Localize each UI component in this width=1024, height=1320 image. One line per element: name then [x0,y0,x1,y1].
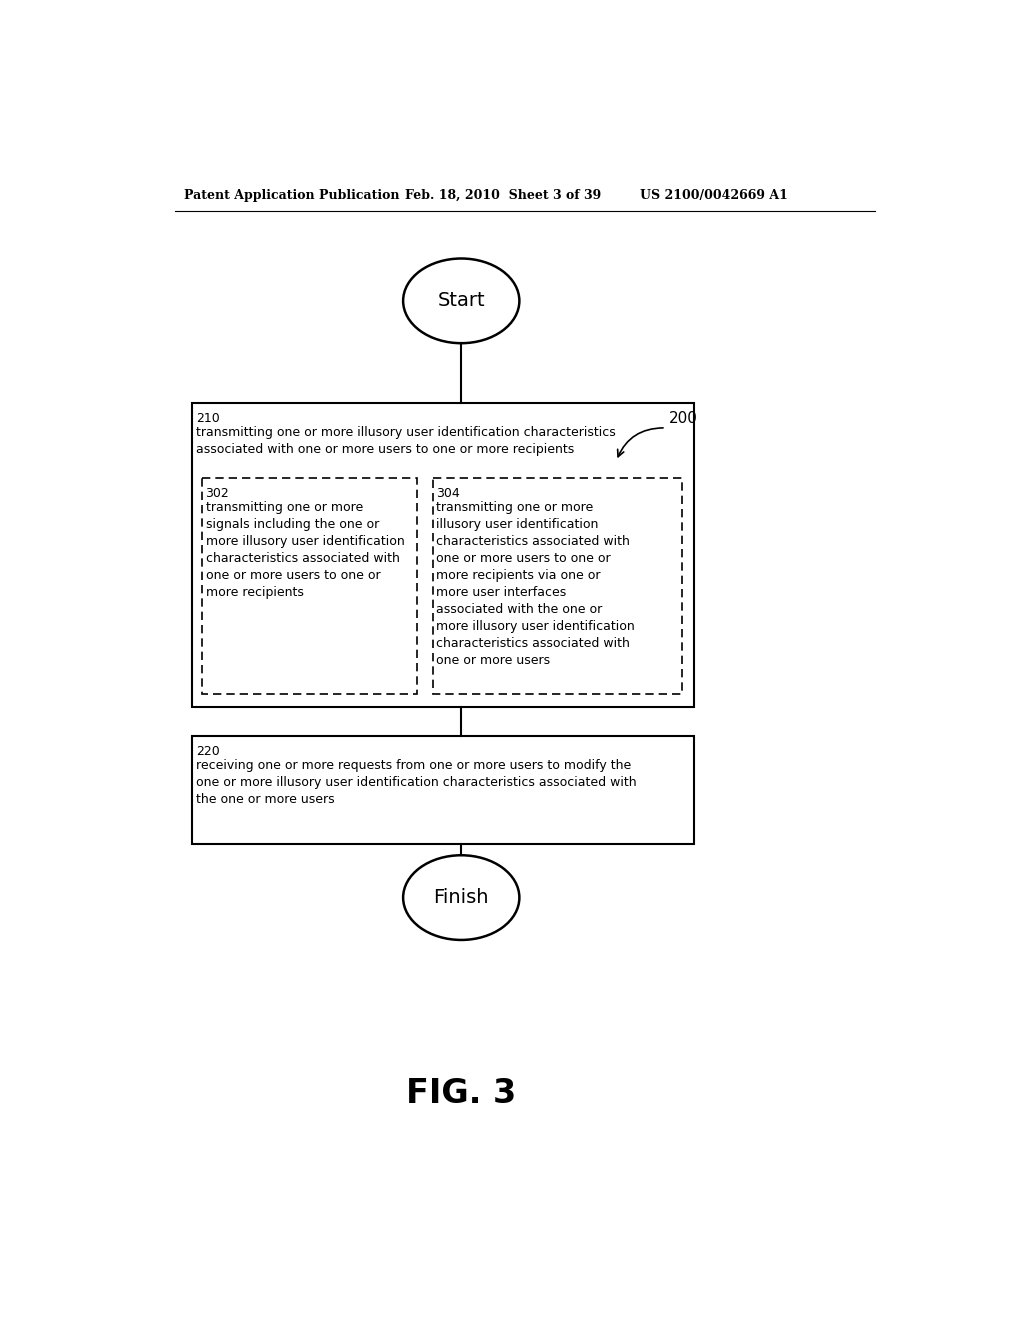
FancyArrowPatch shape [617,428,664,457]
Text: US 2100/0042669 A1: US 2100/0042669 A1 [640,189,787,202]
Text: Finish: Finish [433,888,489,907]
Text: 220: 220 [197,744,220,758]
Text: Patent Application Publication: Patent Application Publication [183,189,399,202]
Bar [191,737,693,843]
Text: 304: 304 [436,487,460,500]
Text: receiving one or more requests from one or more users to modify the
one or more : receiving one or more requests from one … [197,759,637,807]
Text: transmitting one or more illusory user identification characteristics
associated: transmitting one or more illusory user i… [197,426,616,457]
Text: transmitting one or more
signals including the one or
more illusory user identif: transmitting one or more signals includi… [206,502,404,599]
Bar [202,478,417,693]
Text: 302: 302 [206,487,229,500]
Text: Start: Start [437,292,485,310]
Bar [191,404,693,708]
Text: Feb. 18, 2010  Sheet 3 of 39: Feb. 18, 2010 Sheet 3 of 39 [406,189,602,202]
Text: transmitting one or more
illusory user identification
characteristics associated: transmitting one or more illusory user i… [436,502,635,667]
Text: 210: 210 [197,412,220,425]
Text: FIG. 3: FIG. 3 [407,1077,516,1110]
Bar [432,478,682,693]
Text: 200: 200 [669,411,697,426]
